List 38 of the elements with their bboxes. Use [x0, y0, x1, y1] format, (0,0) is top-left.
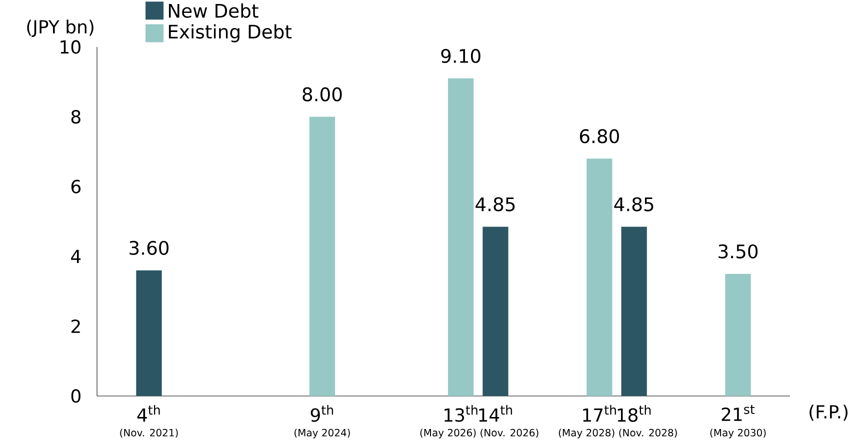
data-label: 6.80 [580, 129, 619, 144]
legend-label: New Debt [168, 3, 258, 18]
y-tick-label: 4 [71, 250, 81, 263]
data-label: 9.10 [441, 48, 480, 64]
text: (May 2028) [558, 428, 614, 438]
bar [309, 116, 336, 396]
data-label: 4.85 [614, 197, 654, 212]
data-label: 8.00 [302, 87, 342, 102]
x-tick-label: 4$^{th}$ [137, 405, 160, 422]
y-axis-title: (JPY bn) [27, 20, 94, 37]
text: (May 2024) [294, 428, 350, 438]
y-tick-label: 2 [71, 320, 80, 333]
bar [725, 274, 751, 396]
x-tick-label: 14$^{th}$ [479, 405, 512, 422]
data-label: 3.50 [718, 244, 758, 258]
data-label: 4.85 [476, 197, 515, 212]
bar [136, 270, 162, 396]
legend-label: Existing Debt [168, 24, 292, 42]
text: (Nov. 2026) [480, 428, 538, 438]
x-axis-title: (F.P.) [810, 404, 848, 421]
x-tick-label: 9$^{th}$ [310, 405, 334, 422]
bar [586, 158, 612, 396]
x-tick-label: 13$^{th}$ [444, 405, 478, 422]
y-tick-label: 6 [71, 180, 81, 194]
bar [482, 226, 508, 396]
y-tick-label: 0 [71, 389, 80, 403]
text: (May 2030) [710, 428, 766, 438]
x-tick-label: 17$^{th}$ [583, 405, 616, 422]
bar [621, 226, 647, 396]
x-tick-label: 21$^{st}$ [722, 405, 755, 421]
bar [448, 78, 474, 396]
text: (Nov. 2021) [120, 428, 178, 438]
text: (Nov. 2028) [619, 428, 677, 438]
x-tick-label: 18$^{th}$ [618, 405, 651, 422]
y-tick-label: 8 [71, 110, 80, 124]
text: (May 2026) [420, 428, 476, 438]
data-label: 3.60 [130, 240, 169, 255]
y-tick-label: 10 [60, 40, 80, 54]
